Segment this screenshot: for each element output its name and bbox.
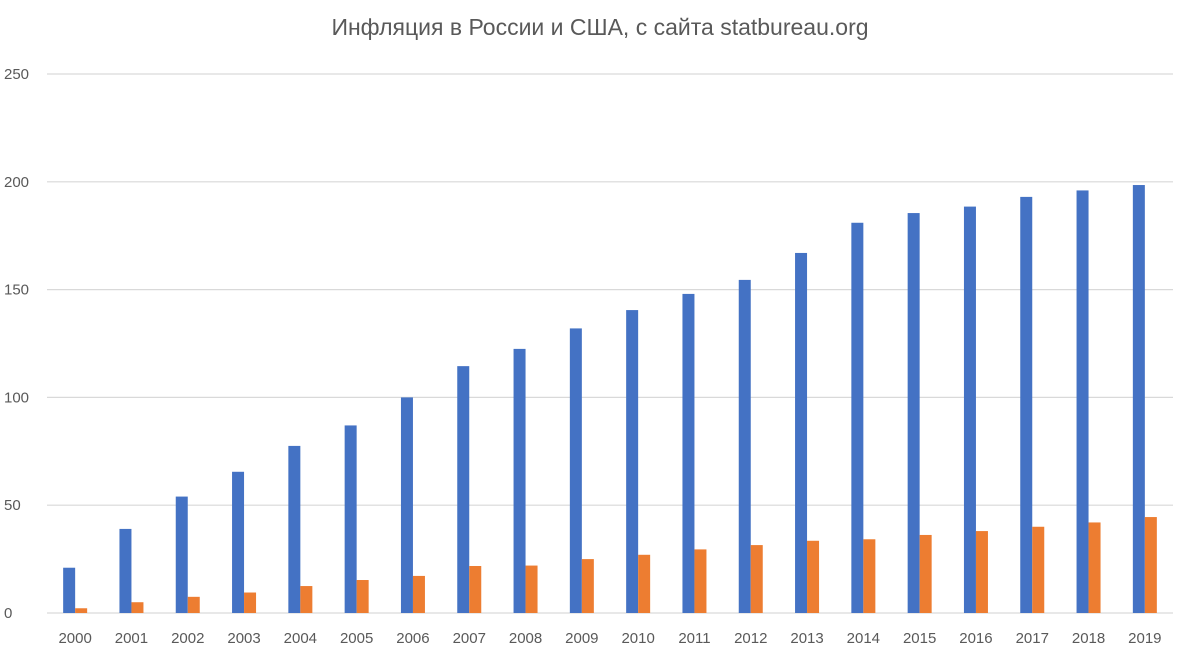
x-tick-label: 2006 bbox=[396, 630, 429, 647]
x-tick-label: 2019 bbox=[1128, 630, 1161, 647]
bar-series-1 bbox=[569, 328, 582, 613]
bar-series-2 bbox=[469, 565, 482, 613]
bar-series-1 bbox=[682, 293, 695, 613]
bar-series-2 bbox=[244, 592, 257, 613]
bar-series-1 bbox=[344, 425, 357, 613]
x-tick-label: 2014 bbox=[847, 630, 880, 647]
x-tick-label: 2010 bbox=[621, 630, 654, 647]
bar-series-2 bbox=[525, 565, 538, 613]
y-axis-ticks: 0 50 100 150 200 250 bbox=[4, 66, 29, 622]
y-tick-label: 150 bbox=[4, 282, 29, 299]
y-tick-label: 100 bbox=[4, 389, 29, 406]
bar-series-2 bbox=[863, 539, 876, 613]
x-tick-label: 2003 bbox=[227, 630, 260, 647]
bar-series-2 bbox=[300, 586, 313, 613]
bar-series-2 bbox=[581, 559, 594, 613]
bar-series-1 bbox=[232, 471, 245, 613]
bar-series-1 bbox=[63, 567, 76, 613]
y-tick-label: 0 bbox=[4, 605, 12, 622]
bar-series-1 bbox=[1076, 190, 1089, 613]
x-tick-label: 2008 bbox=[509, 630, 542, 647]
bar-series-2 bbox=[694, 549, 707, 613]
x-tick-label: 2004 bbox=[284, 630, 317, 647]
x-tick-label: 2001 bbox=[115, 630, 148, 647]
x-tick-label: 2000 bbox=[58, 630, 91, 647]
bar-series-2 bbox=[356, 580, 369, 613]
bar-series-1 bbox=[175, 496, 188, 613]
bar-series-1 bbox=[738, 279, 751, 613]
x-tick-label: 2013 bbox=[790, 630, 823, 647]
x-tick-label: 2016 bbox=[959, 630, 992, 647]
bar-series-1 bbox=[626, 310, 639, 613]
bar-series-2 bbox=[807, 540, 820, 613]
x-tick-label: 2017 bbox=[1016, 630, 1049, 647]
gridlines bbox=[47, 73, 1173, 614]
x-axis-ticks: 2000 2001 2002 2003 2004 2005 2006 2007 2008 2009… bbox=[58, 630, 1161, 647]
x-tick-label: 2018 bbox=[1072, 630, 1105, 647]
bar-series-2 bbox=[638, 554, 651, 613]
x-tick-label: 2015 bbox=[903, 630, 936, 647]
bar-series-2 bbox=[412, 575, 425, 613]
x-tick-label: 2007 bbox=[453, 630, 486, 647]
bar-series-1 bbox=[119, 528, 132, 613]
bar-series-2 bbox=[750, 545, 763, 613]
bar-series-1 bbox=[288, 445, 301, 613]
bar-series-2 bbox=[1032, 526, 1045, 613]
bar-series-1 bbox=[457, 366, 470, 613]
bar-series-2 bbox=[919, 534, 932, 613]
x-tick-label: 2002 bbox=[171, 630, 204, 647]
y-tick-label: 250 bbox=[4, 66, 29, 83]
bar-series-1 bbox=[851, 222, 864, 613]
x-tick-label: 2005 bbox=[340, 630, 373, 647]
bar-series-2 bbox=[1088, 522, 1101, 613]
bar-series-1 bbox=[400, 397, 413, 613]
y-tick-label: 50 bbox=[4, 497, 21, 514]
bar-series-2 bbox=[75, 608, 88, 613]
x-tick-label: 2012 bbox=[734, 630, 767, 647]
bar-series-1 bbox=[963, 206, 976, 613]
bar-series-1 bbox=[795, 252, 808, 613]
x-tick-label: 2009 bbox=[565, 630, 598, 647]
bar-series-1 bbox=[513, 348, 526, 613]
y-tick-label: 200 bbox=[4, 174, 29, 191]
bars bbox=[63, 185, 1157, 613]
bar-series-2 bbox=[1144, 517, 1157, 613]
bar-series-2 bbox=[131, 602, 144, 613]
bar-series-2 bbox=[187, 596, 200, 613]
bar-series-1 bbox=[907, 213, 920, 613]
bar-series-2 bbox=[975, 531, 988, 613]
x-tick-label: 2011 bbox=[678, 630, 710, 647]
bar-series-1 bbox=[1132, 185, 1145, 613]
bar-series-1 bbox=[1020, 196, 1033, 613]
chart-title: Инфляция в России и США, с сайта statbur… bbox=[331, 14, 869, 40]
